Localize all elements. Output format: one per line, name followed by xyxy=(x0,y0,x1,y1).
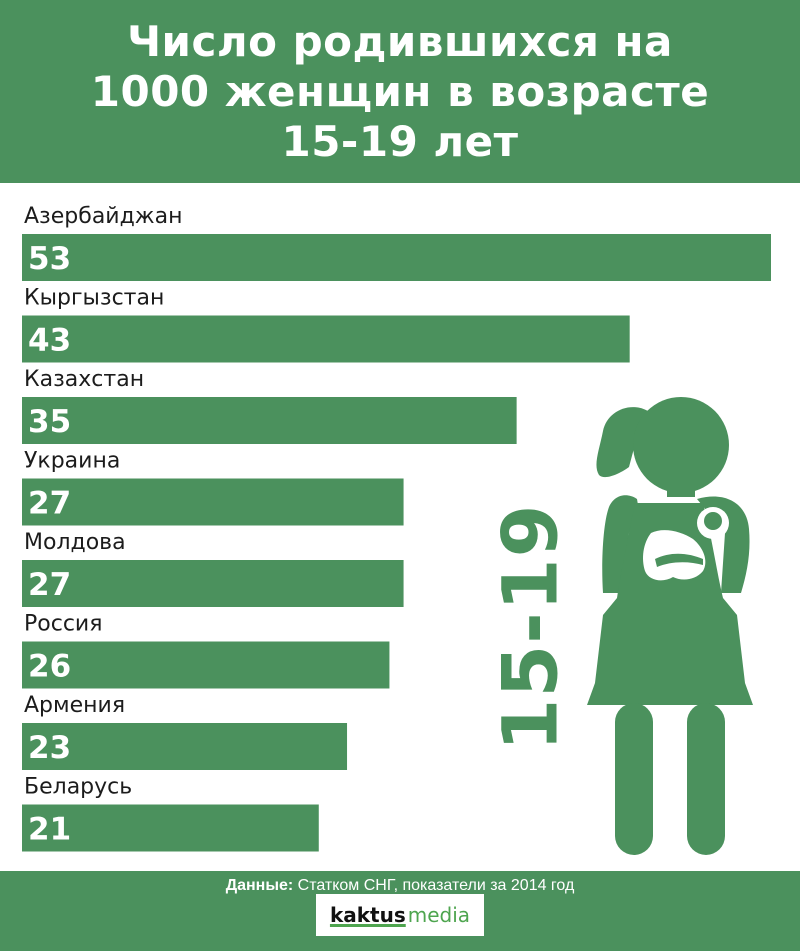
logo-kaktus-text: kaktus xyxy=(329,903,406,927)
age-range-text: 15-19 xyxy=(485,502,575,752)
kaktus-media-logo[interactable]: kaktus media xyxy=(316,894,484,936)
bar-value-label: 43 xyxy=(28,323,71,359)
bar-value-label: 26 xyxy=(28,649,71,685)
bar xyxy=(22,804,319,852)
bar-category-label: Украина xyxy=(24,449,120,474)
bar xyxy=(22,397,517,444)
data-source: Данные: Статком СНГ, показатели за 2014 … xyxy=(0,875,800,897)
title-line-2: 1000 женщин в возрасте xyxy=(90,66,710,116)
bar-category-label: Армения xyxy=(24,693,125,718)
bar-category-label: Россия xyxy=(24,612,102,637)
mother-with-baby-icon xyxy=(587,397,753,855)
title-line-3: 15-19 лет xyxy=(281,116,519,166)
source-text: Статком СНГ, показатели за 2014 год xyxy=(293,877,575,894)
bar xyxy=(22,478,404,526)
title-line-1: Число родившихся на xyxy=(127,16,673,66)
bar-category-label: Казахстан xyxy=(24,367,144,392)
logo-media-text: media xyxy=(407,903,471,927)
bar xyxy=(22,560,404,607)
bar xyxy=(22,723,348,770)
bar-value-label: 53 xyxy=(28,241,71,277)
source-label: Данные: xyxy=(225,877,294,894)
bar xyxy=(22,641,390,689)
age-range-label: 15-19 xyxy=(485,503,575,751)
bar xyxy=(22,234,771,281)
bar-value-label: 27 xyxy=(28,486,71,522)
header-banner: Число родившихся на 1000 женщин в возрас… xyxy=(0,0,800,183)
bar-chart: Азербайджан 53 Кыргызстан 43 Казахстан 35 Укра… xyxy=(22,204,771,852)
bar-category-label: Беларусь xyxy=(24,775,132,800)
bar-value-label: 21 xyxy=(28,812,71,848)
bar-category-label: Азербайджан xyxy=(24,204,183,229)
bar-value-label: 27 xyxy=(28,567,71,603)
bar-value-label: 35 xyxy=(28,404,71,440)
bar xyxy=(22,315,630,363)
bar-value-label: 23 xyxy=(28,730,71,766)
bar-category-label: Молдова xyxy=(24,530,126,555)
bar-category-label: Кыргызстан xyxy=(24,286,164,311)
